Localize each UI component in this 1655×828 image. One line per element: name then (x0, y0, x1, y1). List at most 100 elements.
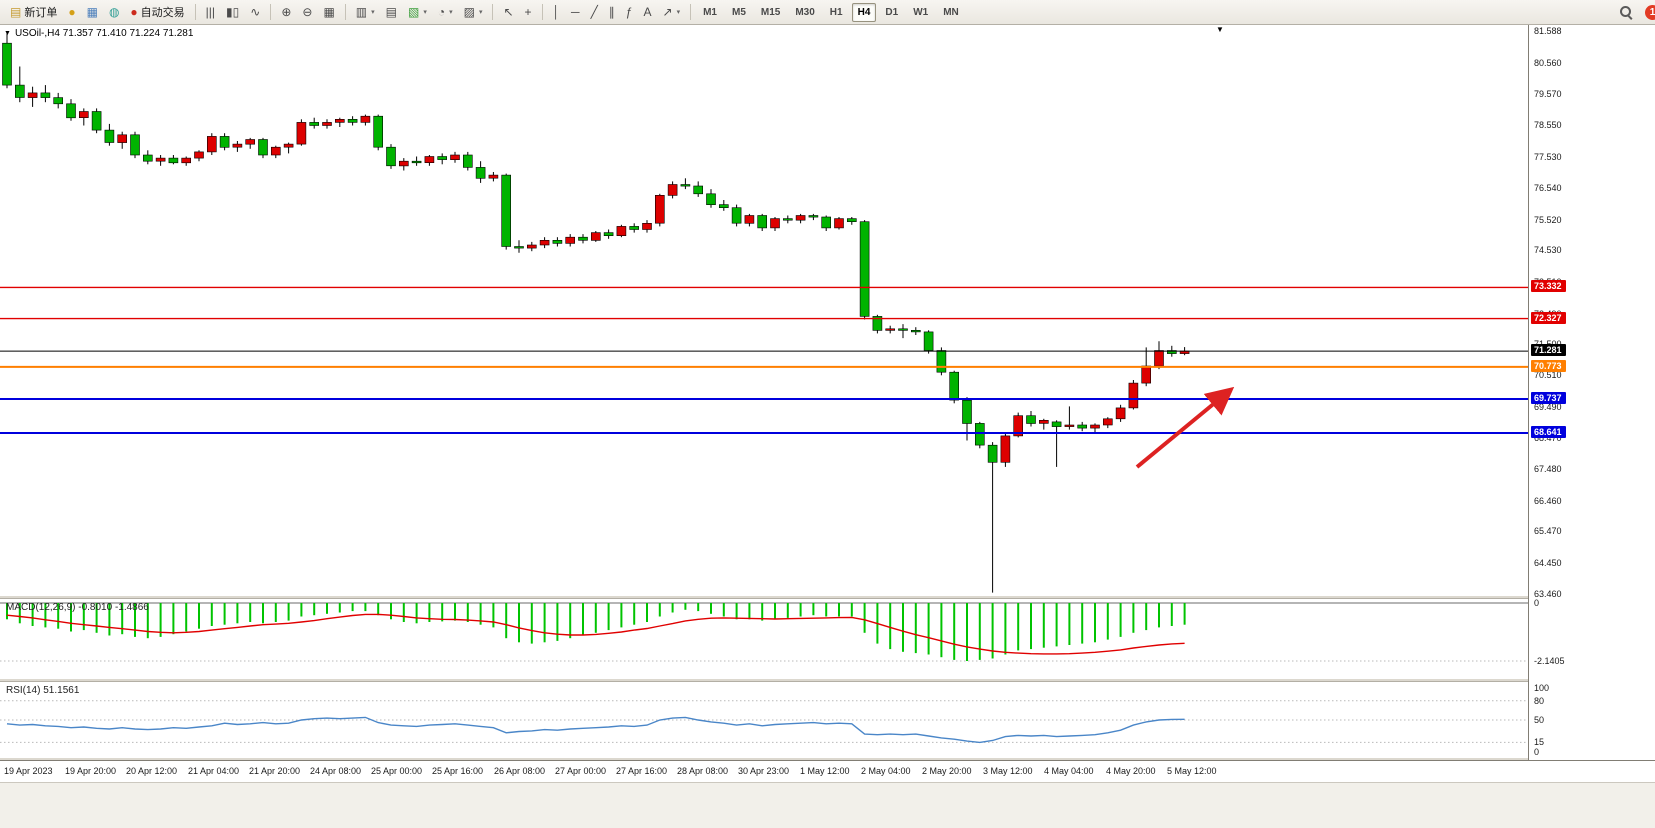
new-order-button[interactable]: ▤ 新订单 (5, 1, 62, 23)
tile-windows-icon: ▦ (323, 5, 335, 19)
community-button[interactable]: ◍ (104, 1, 124, 23)
price-scale[interactable]: 81.588 80.560 79.570 78.550 77.530 76.540 75.5… (1528, 24, 1655, 760)
horizontal-line-button[interactable]: ─ (566, 1, 585, 23)
price-scale-label: 66.460 (1534, 496, 1562, 506)
zoom-in-button[interactable]: ⊕ (276, 1, 296, 23)
candle-chart-button[interactable]: ▮▯ (221, 1, 244, 23)
time-axis-label: 19 Apr 20:00 (65, 766, 117, 776)
vertical-line-button[interactable]: │ (548, 1, 566, 23)
timeframe-button-m15[interactable]: M15 (760, 6, 781, 18)
rsi-scale-label: 15 (1534, 737, 1545, 747)
time-axis-label: 1 May 12:00 (800, 766, 850, 776)
time-axis-label: 4 May 04:00 (1044, 766, 1094, 776)
notification-badge[interactable]: 1 (1645, 4, 1655, 20)
price-scale-label: 76.540 (1534, 183, 1562, 193)
cursor-button[interactable]: ↖ (498, 1, 518, 23)
new-chart-icon: ▧ (407, 5, 420, 19)
toolbar-separator (270, 4, 272, 20)
crosshair-icon: + (524, 5, 532, 19)
price-line-badge: 69.737 (1531, 392, 1566, 404)
chevron-down-icon: ▾ (371, 9, 375, 16)
chart-window-button[interactable]: ▤ (381, 1, 402, 23)
bar-chart-button[interactable]: ||| (201, 1, 220, 23)
search-button[interactable] (1614, 1, 1638, 23)
arrows-button[interactable]: ↗ ▾ (658, 1, 686, 23)
price-line-badge: 71.281 (1531, 344, 1566, 356)
text-icon: A (643, 5, 652, 19)
chart-window-icon: ▤ (385, 5, 397, 19)
chart-canvas (0, 32, 1528, 760)
collapse-arrow-icon[interactable]: ▼ (4, 30, 11, 37)
timeframe-button-d1[interactable]: D1 (885, 6, 899, 18)
timeframe-button-h1[interactable]: H1 (829, 6, 843, 18)
time-axis[interactable]: 19 Apr 2023 19 Apr 20:00 20 Apr 12:00 21 Ap… (0, 760, 1655, 783)
bar-chart-icon: ||| (205, 5, 216, 19)
channel-button[interactable]: ∥ (604, 1, 620, 23)
price-scale-label: 80.560 (1534, 58, 1562, 68)
auto-trading-button[interactable]: ● 自动交易 (125, 1, 189, 23)
auto-trading-label: 自动交易 (140, 7, 185, 19)
timeframe-button-w1[interactable]: W1 (913, 6, 929, 18)
bottom-strip (0, 782, 1655, 828)
time-axis-label: 20 Apr 12:00 (126, 766, 178, 776)
templates-button[interactable]: ▨ ▾ (459, 1, 488, 23)
symbol-ohlc-text: USOil-,H4 71.357 71.410 71.224 71.281 (14, 28, 194, 39)
periods-button[interactable]: ◔ ▾ (433, 1, 458, 23)
price-line-badge: 68.641 (1531, 426, 1566, 438)
arrows-icon: ↗ (662, 5, 673, 19)
zoom-out-button[interactable]: ⊖ (297, 1, 317, 23)
crosshair-button[interactable]: + (520, 1, 537, 23)
time-axis-label: 28 Apr 08:00 (677, 766, 729, 776)
new-order-label: 新订单 (24, 7, 58, 19)
templates-icon: ▨ (463, 5, 475, 19)
pane-separators (0, 596, 1528, 760)
arrow-annotation[interactable] (1135, 386, 1235, 469)
rsi-layer (0, 700, 1528, 744)
time-axis-label: 3 May 12:00 (983, 766, 1033, 776)
chart-shift-marker[interactable]: ▼ (1216, 25, 1224, 34)
line-chart-button[interactable]: ∿ (245, 1, 265, 23)
timeframe-button-m30[interactable]: M30 (795, 6, 815, 18)
fibonacci-icon: ƒ (625, 5, 633, 19)
timeframe-button-h4[interactable]: H4 (851, 2, 877, 22)
price-scale-label: 63.460 (1534, 589, 1562, 599)
trendline-icon: ╱ (590, 5, 598, 19)
time-axis-label: 2 May 20:00 (922, 766, 972, 776)
tile-windows-button[interactable]: ▦ (318, 1, 339, 23)
price-scale-label: 68.470 (1534, 433, 1562, 443)
chevron-down-icon: ▾ (478, 9, 483, 16)
cursor-icon: ↖ (503, 5, 514, 19)
price-scale-label: 81.588 (1534, 26, 1562, 36)
price-scale-label: 77.530 (1534, 152, 1562, 162)
horizontal-line-icon: ─ (571, 5, 580, 19)
timeframe-button-mn[interactable]: MN (943, 6, 959, 18)
price-scale-label: 64.450 (1534, 558, 1562, 568)
time-axis-label: 5 May 12:00 (1167, 766, 1217, 776)
chart-plot-area[interactable]: ▼ USOil-,H4 71.357 71.410 71.224 71.281 M… (0, 24, 1528, 760)
time-axis-label: 27 Apr 16:00 (616, 766, 668, 776)
auto-trading-icon: ● (130, 5, 138, 19)
text-button[interactable]: A (638, 1, 656, 23)
horizontal-lines-layer[interactable] (0, 286, 1528, 434)
trendline-button[interactable]: ╱ (586, 1, 603, 23)
price-line-badge: 73.332 (1531, 280, 1566, 292)
timeframe-button-m1[interactable]: M1 (703, 6, 717, 18)
candle-chart-icon: ▮▯ (226, 5, 240, 19)
vertical-line-icon: │ (552, 5, 561, 19)
chart-shortcut-button[interactable]: ● (63, 1, 80, 23)
toolbar: ▤ 新订单 ● ▦ ◍ ● 自动交易 ||| ▮▯ ∿ ⊕ ⊖ ▦ ▥ ▾ ▤ ▧ ▾ ◔ ▾ ▨ ▾ ↖ + │ ─ ╱ ∥ ƒ A ↗ ▾… (0, 0, 1655, 25)
market-watch-icon: ▦ (86, 5, 98, 19)
arrange-charts-button[interactable]: ▥ ▾ (351, 1, 380, 23)
fibonacci-button[interactable]: ƒ (621, 1, 638, 23)
community-icon: ◍ (108, 5, 120, 19)
price-scale-label: 67.480 (1534, 464, 1562, 474)
new-chart-button[interactable]: ▧ ▾ (403, 1, 432, 23)
macd-scale-label: 0 (1534, 598, 1540, 608)
price-scale-label: 79.570 (1534, 89, 1562, 99)
periods-icon: ◔ (437, 5, 446, 19)
timeframe-button-m5[interactable]: M5 (731, 6, 746, 18)
symbol-ohlc-label: ▼ USOil-,H4 71.357 71.410 71.224 71.281 (4, 28, 193, 39)
market-watch-button[interactable]: ▦ (82, 1, 103, 23)
price-scale-label: 78.550 (1534, 120, 1562, 130)
